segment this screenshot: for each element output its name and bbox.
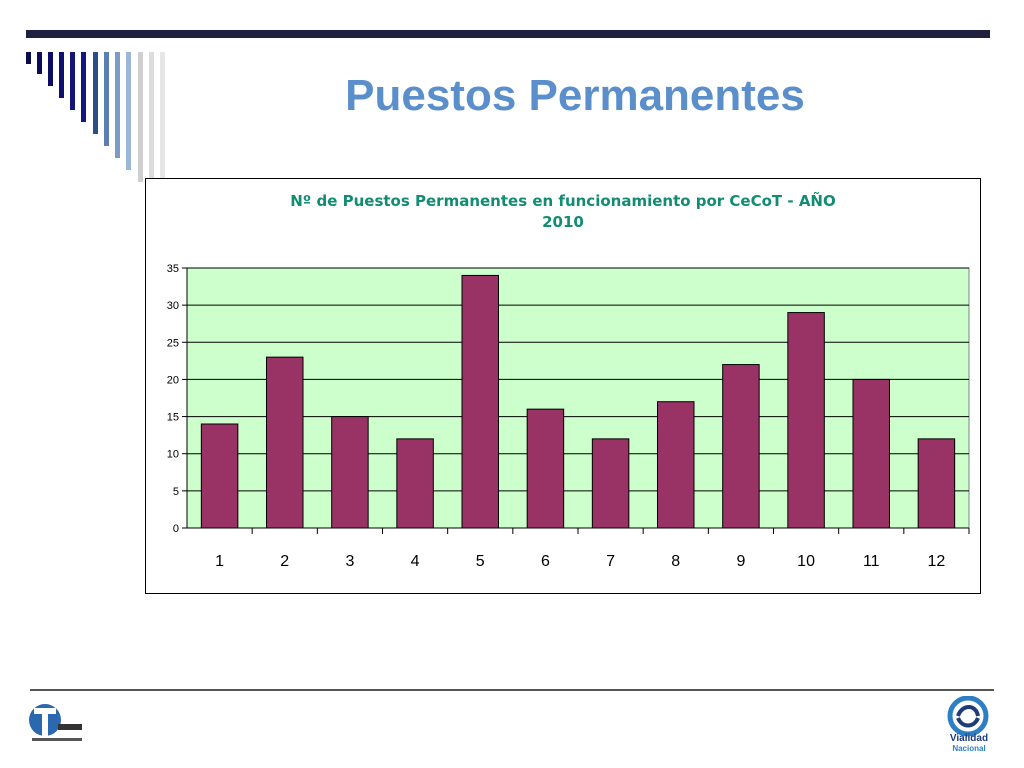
bar bbox=[526, 408, 565, 529]
vialidad-nacional-logo bbox=[947, 696, 989, 737]
x-tick-label: 7 bbox=[606, 553, 615, 570]
x-tick-label: 5 bbox=[476, 553, 485, 570]
chart-title: Nº de Puestos Permanentes en funcionamie… bbox=[146, 191, 980, 233]
chart-title-line-2: 2010 bbox=[542, 213, 584, 231]
bar bbox=[917, 438, 956, 529]
x-tick-label: 3 bbox=[345, 553, 354, 570]
x-tick-label: 10 bbox=[797, 553, 815, 570]
bar bbox=[722, 364, 760, 529]
x-tick-label: 6 bbox=[541, 553, 550, 570]
x-tick-label: 9 bbox=[736, 553, 745, 570]
x-tick-label: 1 bbox=[215, 553, 224, 570]
chart-frame: Nº de Puestos Permanentes en funcionamie… bbox=[145, 178, 981, 594]
top-bar bbox=[26, 30, 990, 38]
x-tick-label: 8 bbox=[671, 553, 680, 570]
y-tick-label: 0 bbox=[173, 523, 179, 535]
y-tick-label: 35 bbox=[167, 263, 179, 275]
logo-text-nacional: Nacional bbox=[952, 744, 986, 753]
slide-title: Puestos Permanentes bbox=[345, 71, 805, 120]
x-tick-label: 12 bbox=[928, 553, 946, 570]
logo-text-vialidad: Vialidad bbox=[949, 733, 989, 744]
y-tick-label: 5 bbox=[173, 486, 179, 498]
plot-area bbox=[186, 267, 970, 529]
y-tick-label: 10 bbox=[167, 449, 179, 461]
bar bbox=[657, 401, 695, 529]
bar bbox=[591, 438, 630, 529]
chart-title-line-1: Nº de Puestos Permanentes en funcionamie… bbox=[290, 192, 836, 210]
bar bbox=[787, 312, 825, 529]
x-tick-label: 11 bbox=[863, 553, 880, 570]
footer-line bbox=[30, 689, 994, 691]
bar bbox=[461, 274, 499, 529]
decorative-stripes bbox=[26, 52, 165, 182]
y-tick-label: 20 bbox=[167, 374, 179, 386]
bar bbox=[331, 416, 369, 529]
x-tick-label: 2 bbox=[280, 553, 289, 570]
x-tick-label: 4 bbox=[411, 553, 420, 570]
bar bbox=[200, 423, 239, 529]
bar bbox=[852, 378, 890, 529]
transito-logo bbox=[29, 704, 82, 741]
bar bbox=[396, 438, 434, 529]
bar bbox=[266, 356, 304, 529]
y-tick-label: 30 bbox=[167, 300, 179, 312]
y-tick-label: 15 bbox=[167, 412, 179, 424]
y-tick-label: 25 bbox=[167, 337, 179, 349]
